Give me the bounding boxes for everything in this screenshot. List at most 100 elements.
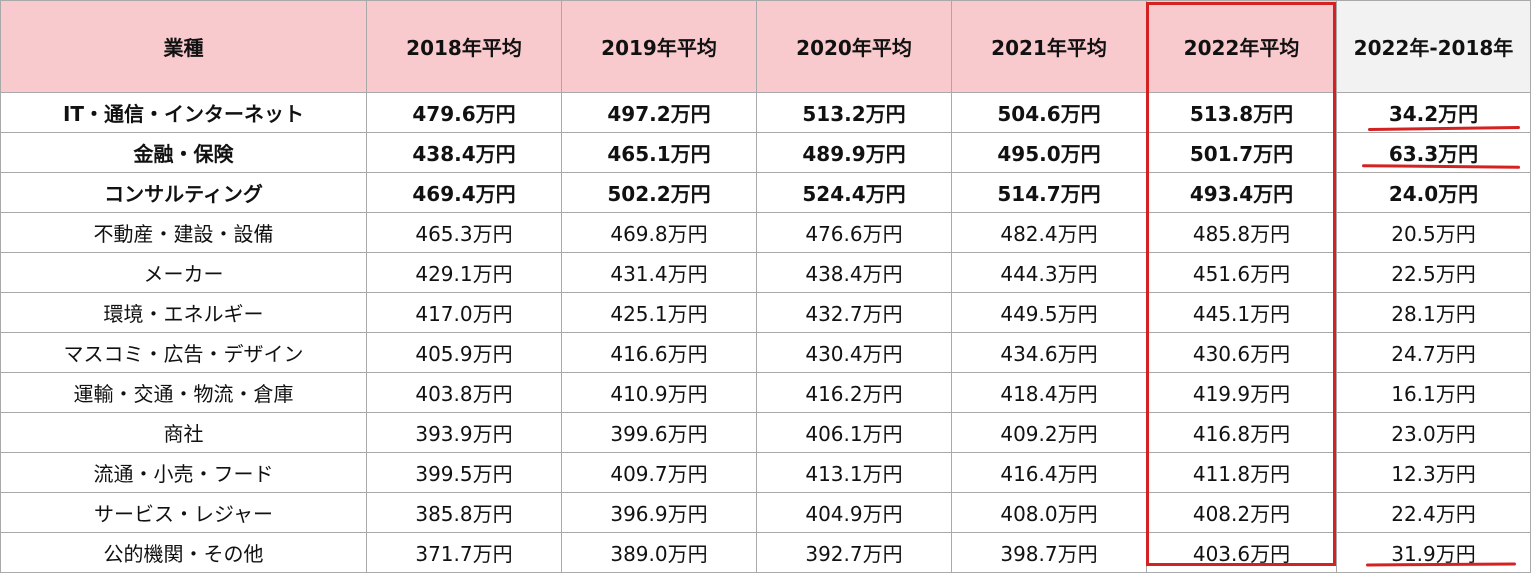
diff-value: 31.9万円 (1391, 542, 1476, 566)
value-2020: 438.4万円 (756, 252, 952, 293)
value-2020: 432.7万円 (756, 292, 952, 333)
value-2019: 431.4万円 (561, 252, 757, 293)
value-2022: 419.9万円 (1146, 372, 1337, 413)
table-row: メーカー 429.1万円 431.4万円 438.4万円 444.3万円 451… (0, 252, 1531, 293)
value-2019: 502.2万円 (561, 172, 757, 213)
value-2022: 493.4万円 (1146, 172, 1337, 213)
value-2018: 429.1万円 (366, 252, 562, 293)
value-diff: 63.3万円 (1336, 132, 1531, 173)
value-2022: 501.7万円 (1146, 132, 1337, 173)
value-diff: 31.9万円 (1336, 532, 1531, 573)
value-2022: 411.8万円 (1146, 452, 1337, 493)
value-2018: 385.8万円 (366, 492, 562, 533)
value-2019: 399.6万円 (561, 412, 757, 453)
value-diff: 20.5万円 (1336, 212, 1531, 253)
header-diff: 2022年-2018年 (1336, 0, 1531, 93)
diff-value: 63.3万円 (1388, 142, 1479, 166)
value-2018: 393.9万円 (366, 412, 562, 453)
value-2019: 396.9万円 (561, 492, 757, 533)
header-2021: 2021年平均 (951, 0, 1147, 93)
industry-cell: 金融・保険 (0, 132, 367, 173)
value-2021: 409.2万円 (951, 412, 1147, 453)
value-2021: 449.5万円 (951, 292, 1147, 333)
value-2018: 405.9万円 (366, 332, 562, 373)
value-2021: 416.4万円 (951, 452, 1147, 493)
table-row: サービス・レジャー 385.8万円 396.9万円 404.9万円 408.0万… (0, 492, 1531, 533)
value-2019: 465.1万円 (561, 132, 757, 173)
value-2019: 389.0万円 (561, 532, 757, 573)
header-row: 業種 2018年平均 2019年平均 2020年平均 2021年平均 2022年… (0, 0, 1531, 93)
value-2018: 399.5万円 (366, 452, 562, 493)
value-diff: 34.2万円 (1336, 92, 1531, 133)
value-diff: 24.0万円 (1336, 172, 1531, 213)
value-2020: 413.1万円 (756, 452, 952, 493)
value-diff: 24.7万円 (1336, 332, 1531, 373)
value-2018: 469.4万円 (366, 172, 562, 213)
value-2018: 438.4万円 (366, 132, 562, 173)
value-2022: 451.6万円 (1146, 252, 1337, 293)
value-2019: 469.8万円 (561, 212, 757, 253)
industry-cell: 不動産・建設・設備 (0, 212, 367, 253)
value-2019: 410.9万円 (561, 372, 757, 413)
value-diff: 22.5万円 (1336, 252, 1531, 293)
industry-cell: メーカー (0, 252, 367, 293)
industry-cell: サービス・レジャー (0, 492, 367, 533)
diff-value: 34.2万円 (1388, 102, 1479, 126)
value-2022: 403.6万円 (1146, 532, 1337, 573)
table-row: マスコミ・広告・デザイン 405.9万円 416.6万円 430.4万円 434… (0, 332, 1531, 373)
table-row: 商社 393.9万円 399.6万円 406.1万円 409.2万円 416.8… (0, 412, 1531, 453)
header-2018: 2018年平均 (366, 0, 562, 93)
table-row: 環境・エネルギー 417.0万円 425.1万円 432.7万円 449.5万円… (0, 292, 1531, 333)
value-2021: 434.6万円 (951, 332, 1147, 373)
table-row: IT・通信・インターネット 479.6万円 497.2万円 513.2万円 50… (0, 92, 1531, 133)
value-2022: 485.8万円 (1146, 212, 1337, 253)
value-2021: 514.7万円 (951, 172, 1147, 213)
table-row: 不動産・建設・設備 465.3万円 469.8万円 476.6万円 482.4万… (0, 212, 1531, 253)
value-2021: 504.6万円 (951, 92, 1147, 133)
industry-cell: 公的機関・その他 (0, 532, 367, 573)
value-2020: 524.4万円 (756, 172, 952, 213)
table-row: コンサルティング 469.4万円 502.2万円 524.4万円 514.7万円… (0, 172, 1531, 213)
value-2020: 416.2万円 (756, 372, 952, 413)
value-2020: 406.1万円 (756, 412, 952, 453)
value-2019: 416.6万円 (561, 332, 757, 373)
value-2018: 479.6万円 (366, 92, 562, 133)
value-2018: 403.8万円 (366, 372, 562, 413)
industry-cell: 運輸・交通・物流・倉庫 (0, 372, 367, 413)
table-row: 金融・保険 438.4万円 465.1万円 489.9万円 495.0万円 50… (0, 132, 1531, 173)
value-diff: 23.0万円 (1336, 412, 1531, 453)
value-2020: 430.4万円 (756, 332, 952, 373)
value-2021: 482.4万円 (951, 212, 1147, 253)
header-industry: 業種 (0, 0, 367, 93)
industry-cell: 流通・小売・フード (0, 452, 367, 493)
industry-cell: マスコミ・広告・デザイン (0, 332, 367, 373)
value-diff: 12.3万円 (1336, 452, 1531, 493)
value-2019: 409.7万円 (561, 452, 757, 493)
value-2021: 408.0万円 (951, 492, 1147, 533)
header-2022: 2022年平均 (1146, 0, 1337, 93)
value-2021: 495.0万円 (951, 132, 1147, 173)
value-diff: 28.1万円 (1336, 292, 1531, 333)
value-2020: 404.9万円 (756, 492, 952, 533)
industry-cell: 環境・エネルギー (0, 292, 367, 333)
value-2022: 408.2万円 (1146, 492, 1337, 533)
value-2020: 476.6万円 (756, 212, 952, 253)
industry-cell: IT・通信・インターネット (0, 92, 367, 133)
value-2021: 418.4万円 (951, 372, 1147, 413)
value-2020: 489.9万円 (756, 132, 952, 173)
value-2018: 371.7万円 (366, 532, 562, 573)
industry-cell: コンサルティング (0, 172, 367, 213)
value-2018: 465.3万円 (366, 212, 562, 253)
header-2019: 2019年平均 (561, 0, 757, 93)
value-2022: 416.8万円 (1146, 412, 1337, 453)
value-2020: 513.2万円 (756, 92, 952, 133)
value-2021: 444.3万円 (951, 252, 1147, 293)
value-2019: 497.2万円 (561, 92, 757, 133)
value-2020: 392.7万円 (756, 532, 952, 573)
value-2018: 417.0万円 (366, 292, 562, 333)
table-row: 流通・小売・フード 399.5万円 409.7万円 413.1万円 416.4万… (0, 452, 1531, 493)
table-row: 運輸・交通・物流・倉庫 403.8万円 410.9万円 416.2万円 418.… (0, 372, 1531, 413)
value-2022: 430.6万円 (1146, 332, 1337, 373)
table-row: 公的機関・その他 371.7万円 389.0万円 392.7万円 398.7万円… (0, 532, 1531, 573)
